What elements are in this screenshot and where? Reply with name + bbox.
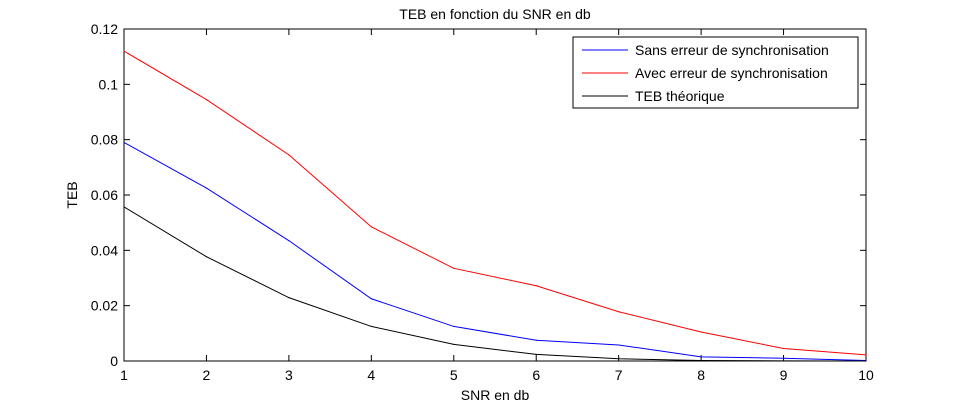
data-point	[535, 353, 537, 355]
legend-label: Avec erreur de synchronisation	[635, 65, 828, 81]
data-point	[782, 360, 785, 362]
x-tick-label: 2	[203, 367, 211, 383]
data-point	[123, 50, 125, 52]
axis-ticks: 1 2 3 4 5 6 7 8 9 10 0 0.02 0.04 0.06 0.08 0.1 0.12	[91, 21, 874, 383]
data-point	[618, 311, 620, 313]
chart-title: TEB en fonction du SNR en db	[399, 6, 591, 22]
data-point	[782, 357, 785, 359]
x-tick-label: 4	[367, 367, 375, 383]
y-tick-label: 0	[110, 353, 118, 369]
series-2	[123, 50, 867, 356]
data-point	[123, 141, 125, 144]
y-tick-label: 0.06	[91, 187, 118, 203]
data-point	[288, 240, 290, 242]
data-point	[453, 325, 455, 328]
data-point	[700, 359, 702, 362]
series-3	[123, 206, 867, 362]
data-point	[288, 297, 290, 299]
x-tick-label: 10	[858, 367, 874, 383]
y-axis-label: TEB	[64, 181, 80, 208]
data-point	[700, 356, 702, 358]
legend: Sans erreur de synchronisation Avec erreu…	[572, 36, 859, 109]
x-tick-label: 5	[450, 367, 458, 383]
y-tick-label: 0.02	[91, 298, 118, 314]
y-tick-label: 0.1	[99, 76, 119, 92]
series-line	[123, 206, 867, 362]
x-tick-label: 1	[120, 367, 128, 383]
x-tick-label: 3	[285, 367, 293, 383]
data-point	[618, 358, 620, 360]
data-point	[205, 187, 208, 189]
data-point	[453, 267, 455, 269]
series-line	[123, 50, 867, 356]
y-tick-label: 0.08	[91, 132, 118, 148]
data-point	[865, 354, 867, 356]
x-tick-label: 8	[697, 367, 705, 383]
data-point	[370, 325, 372, 328]
data-point	[618, 344, 620, 346]
data-point	[865, 360, 867, 362]
data-point	[370, 298, 372, 300]
data-point	[288, 154, 290, 156]
data-point	[370, 226, 372, 228]
data-point	[535, 339, 537, 341]
x-tick-label: 9	[780, 367, 788, 383]
data-point	[535, 285, 537, 287]
series-layer	[123, 50, 867, 362]
x-tick-label: 6	[532, 367, 540, 383]
data-point	[205, 98, 208, 101]
data-point	[782, 347, 785, 350]
y-tick-label: 0.04	[91, 242, 118, 258]
legend-label: Sans erreur de synchronisation	[635, 42, 829, 58]
x-axis-label: SNR en db	[461, 387, 530, 403]
legend-label: TEB théorique	[635, 88, 725, 104]
data-point	[123, 206, 125, 208]
y-tick-label: 0.12	[91, 21, 118, 37]
x-tick-label: 7	[615, 367, 623, 383]
data-point	[453, 343, 455, 345]
data-point	[700, 331, 702, 333]
series-line	[123, 141, 867, 361]
data-point	[205, 256, 208, 258]
